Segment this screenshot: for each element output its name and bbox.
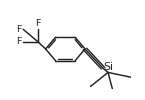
Text: F: F xyxy=(17,25,22,34)
Text: F: F xyxy=(35,19,40,28)
Text: F: F xyxy=(17,37,22,46)
Text: Si: Si xyxy=(103,62,113,72)
